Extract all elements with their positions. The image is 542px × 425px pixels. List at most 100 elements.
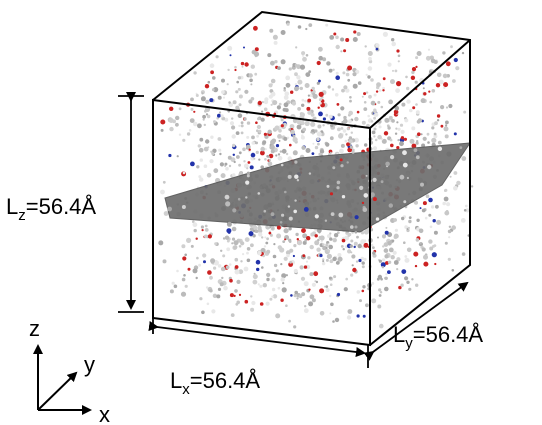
atom (281, 273, 287, 279)
atom (288, 67, 292, 71)
atom (299, 123, 302, 126)
atom (275, 154, 278, 157)
atom (406, 86, 410, 91)
atom (433, 230, 438, 235)
atom (440, 124, 444, 128)
atom (394, 228, 398, 232)
atom (231, 125, 236, 130)
atom (217, 113, 221, 118)
atom (336, 231, 340, 235)
atom (413, 148, 418, 153)
atom (160, 128, 164, 132)
atom (305, 27, 308, 31)
atom (301, 98, 305, 102)
atom (293, 325, 297, 329)
atom (226, 83, 229, 86)
atom (396, 81, 402, 87)
atom (375, 125, 377, 127)
atom (220, 173, 226, 179)
atom (406, 176, 409, 180)
atom (273, 40, 278, 45)
atom (272, 100, 278, 106)
atom (352, 267, 357, 273)
atom (246, 171, 251, 175)
atom (276, 105, 281, 110)
atom (250, 83, 253, 86)
atom (395, 127, 398, 130)
atom (388, 99, 393, 105)
atom (453, 132, 457, 136)
atom (351, 264, 354, 267)
atom (335, 44, 340, 50)
atom (263, 209, 267, 213)
atom (326, 253, 332, 259)
atom (340, 126, 344, 130)
atom (245, 144, 251, 150)
atom (258, 232, 263, 237)
atom (321, 261, 326, 266)
atom (356, 235, 359, 239)
atom (260, 247, 266, 254)
atom (376, 277, 380, 281)
atom (387, 270, 391, 274)
atom (360, 231, 365, 235)
atom (308, 301, 314, 307)
atom (326, 184, 330, 188)
atom (207, 270, 212, 275)
atom (284, 238, 287, 241)
atom (270, 60, 275, 66)
atom (409, 138, 415, 144)
atom (461, 51, 465, 55)
atom (246, 174, 250, 178)
atom (322, 57, 327, 62)
atom (252, 274, 258, 280)
atom (412, 106, 416, 110)
atom (359, 185, 364, 190)
atom (271, 287, 276, 292)
atom (270, 212, 275, 217)
atom (304, 305, 307, 308)
atom (222, 96, 226, 99)
atom (340, 106, 345, 111)
atom (401, 102, 406, 107)
atom (353, 30, 357, 34)
atom (354, 137, 359, 143)
atom (352, 83, 358, 89)
atom (435, 83, 441, 88)
atom (330, 123, 334, 128)
atom (180, 291, 187, 297)
atom (415, 283, 419, 287)
atom (269, 297, 273, 301)
atom (403, 137, 407, 141)
atom (371, 298, 377, 304)
graphene-sheet (164, 142, 471, 233)
atom (363, 239, 367, 243)
atom (311, 152, 315, 156)
atom (317, 124, 322, 129)
atom (232, 100, 237, 105)
atom (319, 288, 325, 294)
atom (266, 272, 271, 277)
atom (198, 147, 204, 153)
atom (243, 117, 247, 121)
atom (459, 146, 463, 150)
atom (204, 234, 208, 239)
atom (297, 240, 302, 246)
atom (384, 254, 389, 259)
atom (271, 227, 274, 230)
atom (200, 96, 206, 102)
atom (188, 129, 192, 132)
atom (365, 91, 369, 94)
atom (238, 151, 242, 155)
atom (251, 300, 256, 306)
atom (383, 131, 389, 136)
atom (275, 144, 280, 148)
atom (415, 103, 418, 106)
atom (314, 240, 320, 246)
atom (284, 190, 287, 194)
atom (335, 261, 340, 265)
atom (299, 265, 304, 270)
atom (309, 244, 314, 250)
atom (327, 85, 331, 89)
atom (335, 35, 339, 40)
